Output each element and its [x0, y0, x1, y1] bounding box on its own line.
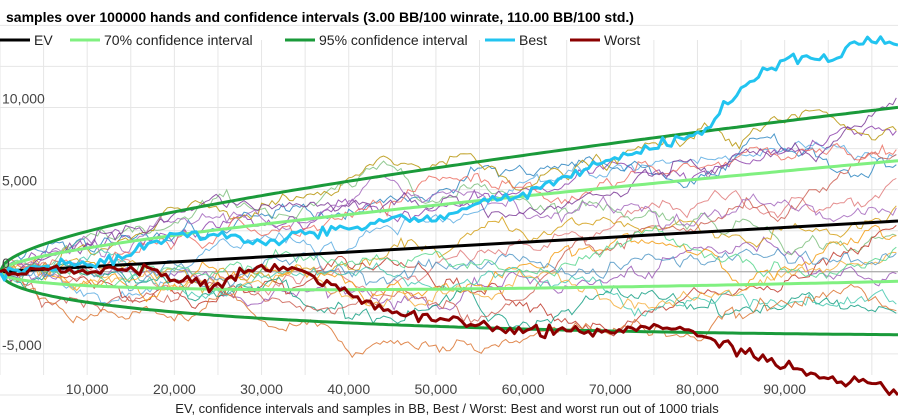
x-tick-label: 80,000 — [676, 381, 719, 397]
ev-line — [0, 219, 898, 274]
ci70-lower-line — [0, 270, 898, 292]
sample-line — [0, 225, 897, 337]
background-samples — [0, 97, 897, 359]
x-tick-label: 60,000 — [502, 381, 545, 397]
best-run-line — [0, 35, 898, 282]
legend-label: 95% confidence interval — [319, 32, 468, 48]
y-tick-label: 5,000 — [2, 173, 37, 189]
legend-label: 70% confidence interval — [104, 32, 253, 48]
axis-labels: 10,000 5,000 0 -5,000 10,000 20,000 30,000 40,0… — [2, 91, 806, 398]
x-tick-label: 90,000 — [763, 381, 806, 397]
x-tick-label: 10,000 — [66, 381, 109, 397]
sample-line — [0, 175, 897, 273]
sample-line — [0, 247, 897, 292]
sample-line — [0, 140, 897, 306]
chart-title: samples over 100000 hands and confidence… — [6, 9, 634, 25]
y-tick-label: -5,000 — [2, 337, 42, 353]
legend-label: Worst — [604, 32, 640, 48]
sample-line — [0, 224, 897, 289]
sample-line — [0, 177, 897, 298]
main-series — [0, 35, 898, 396]
legend-label: EV — [34, 32, 53, 48]
ci95-upper-line — [0, 105, 898, 273]
y-tick-label: 10,000 — [2, 91, 45, 107]
x-tick-label: 20,000 — [153, 381, 196, 397]
x-tick-label: 70,000 — [589, 381, 632, 397]
sample-line — [0, 251, 897, 310]
x-axis-label: EV, confidence intervals and samples in … — [175, 401, 719, 416]
legend-label: Best — [519, 32, 547, 48]
sample-line — [0, 160, 897, 276]
sample-line — [0, 262, 897, 330]
ci70-upper-line — [0, 159, 898, 273]
sample-line — [0, 97, 897, 283]
sample-line — [0, 151, 897, 324]
x-tick-label: 50,000 — [415, 381, 458, 397]
legend: EV 70% confidence interval 95% confidence … — [0, 32, 640, 48]
x-tick-label: 40,000 — [327, 381, 370, 397]
x-tick-label: 30,000 — [240, 381, 283, 397]
ci95-lower-line — [0, 271, 898, 337]
y-tick-label: 0 — [2, 255, 10, 271]
sample-line — [0, 236, 897, 311]
worst-run-line — [0, 263, 898, 396]
